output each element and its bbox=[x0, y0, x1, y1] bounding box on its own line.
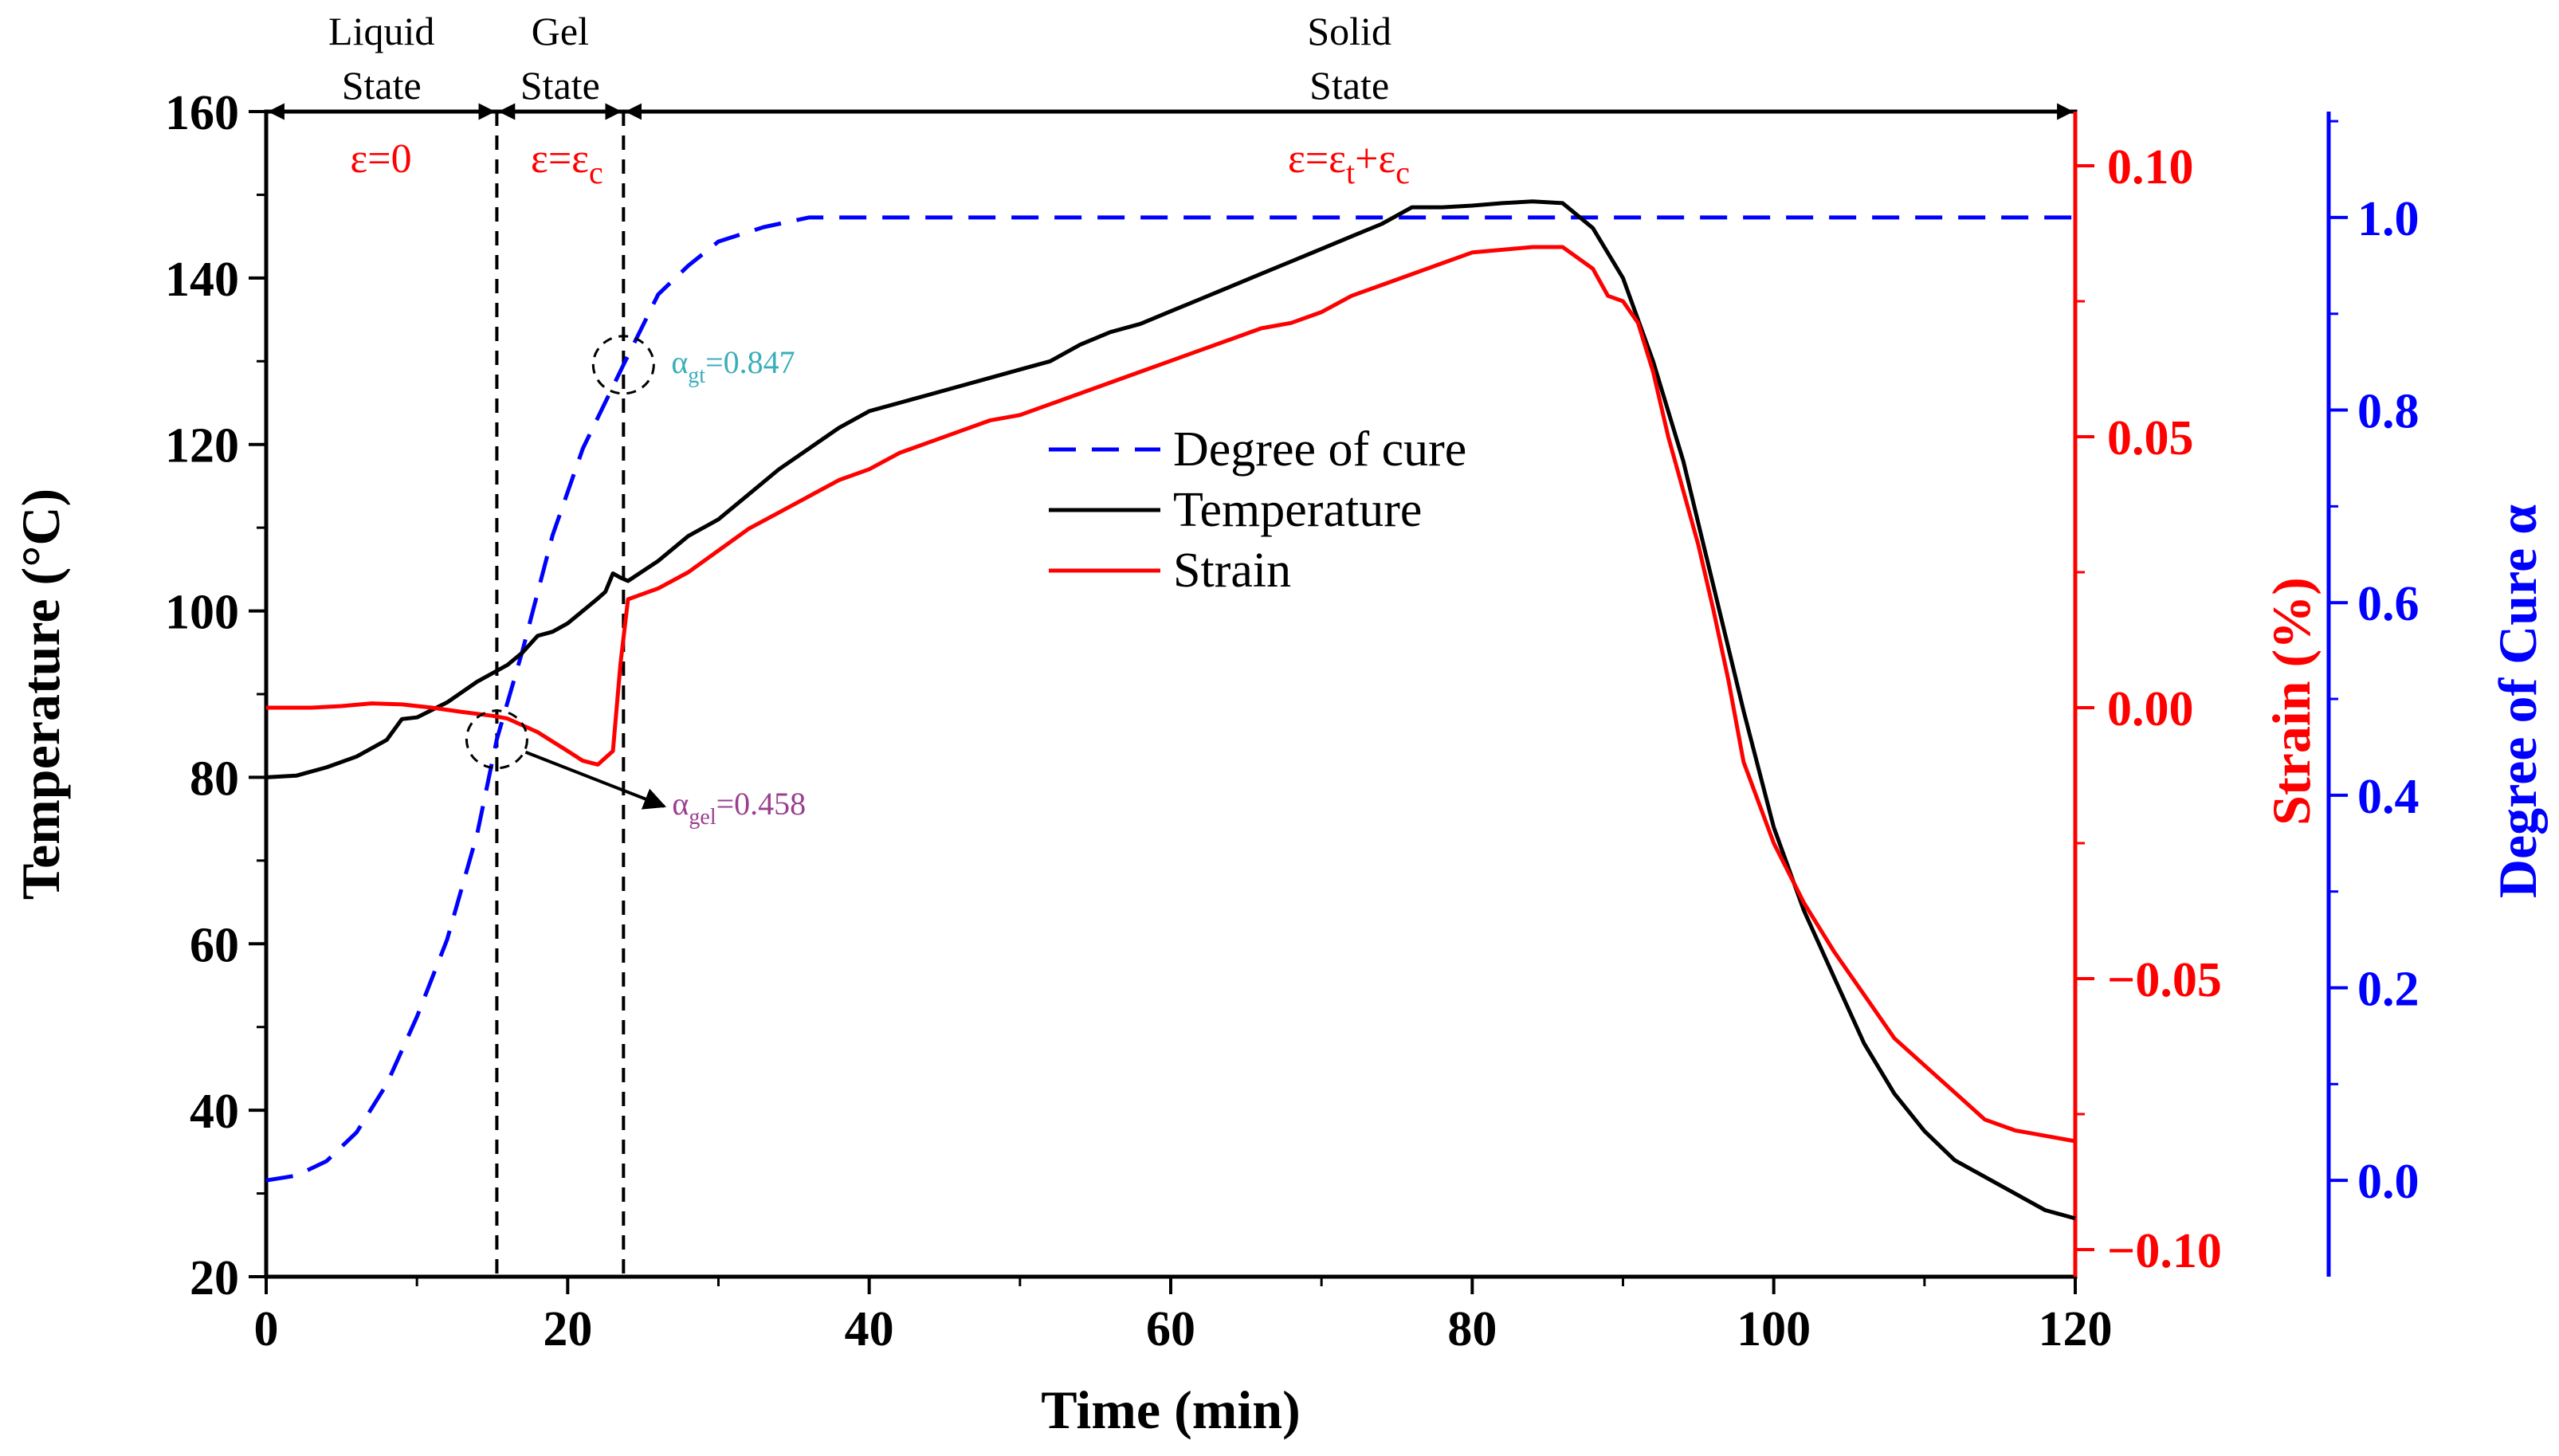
temperature-tick-label: 140 bbox=[165, 253, 239, 307]
temperature-tick-label: 120 bbox=[165, 419, 239, 473]
strain-tick-label: 0.10 bbox=[2107, 140, 2194, 194]
series-line-strain bbox=[266, 245, 2076, 1144]
equation-solid: ε=εt+εc bbox=[1288, 136, 1410, 190]
annotation-circle bbox=[591, 335, 655, 395]
temperature-tick-label: 80 bbox=[190, 752, 239, 806]
annotation-arrow bbox=[524, 750, 667, 810]
strain-tick-label: −0.05 bbox=[2107, 953, 2222, 1007]
temperature-tick-label: 20 bbox=[190, 1251, 239, 1305]
legend-label: Degree of cure bbox=[1173, 422, 1466, 477]
x-tick-label: 0 bbox=[254, 1302, 279, 1356]
strain-tick-label: 0.05 bbox=[2107, 411, 2194, 465]
cure-tick-label: 0.6 bbox=[2357, 577, 2420, 631]
x-tick-label: 40 bbox=[845, 1302, 894, 1356]
cure-tick-label: 0.2 bbox=[2357, 963, 2420, 1017]
temperature-tick-label: 160 bbox=[165, 86, 239, 140]
series-line-temperature bbox=[265, 199, 2076, 1221]
temperature-tick-label: 40 bbox=[190, 1085, 239, 1139]
temperature-tick-label: 60 bbox=[190, 918, 239, 972]
x-tick-label: 20 bbox=[543, 1302, 592, 1356]
state-label: Solid bbox=[1307, 9, 1391, 53]
annotation-circle bbox=[465, 709, 528, 770]
y-axis-title-temperature: Temperature (°C) bbox=[10, 489, 71, 900]
annotation-label: αgel=0.458 bbox=[672, 786, 806, 830]
state-label: Gel bbox=[532, 9, 589, 53]
y-axis-title-strain: Strain (%) bbox=[2261, 577, 2322, 826]
legend-label: Strain bbox=[1173, 544, 1291, 598]
y-axis-title-cure: Degree of Cure α bbox=[2487, 504, 2548, 898]
x-tick-label: 80 bbox=[1447, 1302, 1497, 1356]
x-axis-title: Time (min) bbox=[1041, 1379, 1301, 1440]
x-tick-label: 100 bbox=[1737, 1302, 1811, 1356]
x-tick-label: 60 bbox=[1146, 1302, 1195, 1356]
plot-frame bbox=[264, 109, 2078, 1279]
cure-tick-label: 1.0 bbox=[2357, 192, 2420, 246]
state-label: State bbox=[1309, 63, 1389, 108]
equation-liquid: ε=0 bbox=[350, 136, 411, 182]
x-tick-label: 120 bbox=[2039, 1302, 2113, 1356]
state-label: State bbox=[520, 63, 600, 108]
legend-label: Temperature bbox=[1173, 483, 1422, 537]
annotation-label: αgt=0.847 bbox=[671, 344, 795, 388]
state-label: Liquid bbox=[328, 9, 434, 53]
strain-tick-label: 0.00 bbox=[2107, 682, 2194, 736]
cure-tick-label: 0.8 bbox=[2357, 385, 2420, 439]
cure-tick-label: 0.4 bbox=[2357, 770, 2420, 824]
cure-tick-label: 0.0 bbox=[2357, 1155, 2420, 1209]
strain-tick-label: −0.10 bbox=[2107, 1224, 2222, 1278]
series-line-degree-of-cure bbox=[265, 215, 2075, 1183]
state-label: State bbox=[342, 63, 422, 108]
temperature-tick-label: 100 bbox=[165, 586, 239, 640]
equation-gel: ε=εc bbox=[531, 136, 603, 190]
